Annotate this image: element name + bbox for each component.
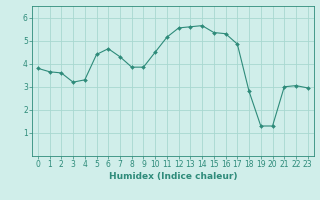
X-axis label: Humidex (Indice chaleur): Humidex (Indice chaleur) xyxy=(108,172,237,181)
